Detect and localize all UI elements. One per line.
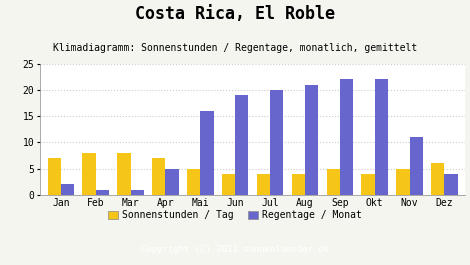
Bar xyxy=(340,79,353,195)
Bar xyxy=(257,174,270,195)
Text: Copyright (C) 2011 sonnenlaender.de: Copyright (C) 2011 sonnenlaender.de xyxy=(141,245,329,254)
Bar xyxy=(327,169,340,195)
Bar xyxy=(396,169,409,195)
Bar xyxy=(235,95,249,195)
Bar xyxy=(83,153,96,195)
Bar xyxy=(165,169,179,195)
Bar xyxy=(409,137,423,195)
Bar xyxy=(444,174,458,195)
Bar xyxy=(270,90,283,195)
Bar xyxy=(187,169,200,195)
Bar xyxy=(47,158,61,195)
Legend: Sonnenstunden / Tag, Regentage / Monat: Sonnenstunden / Tag, Regentage / Monat xyxy=(109,210,361,220)
Bar xyxy=(361,174,375,195)
Bar xyxy=(152,158,165,195)
Bar xyxy=(200,111,213,195)
Bar xyxy=(131,189,144,195)
Bar xyxy=(375,79,388,195)
Bar xyxy=(118,153,131,195)
Bar xyxy=(305,85,318,195)
Bar xyxy=(61,184,74,195)
Bar xyxy=(96,189,109,195)
Text: Costa Rica, El Roble: Costa Rica, El Roble xyxy=(135,5,335,23)
Text: Klimadiagramm: Sonnenstunden / Regentage, monatlich, gemittelt: Klimadiagramm: Sonnenstunden / Regentage… xyxy=(53,43,417,53)
Bar xyxy=(431,163,444,195)
Bar xyxy=(292,174,305,195)
Bar xyxy=(222,174,235,195)
